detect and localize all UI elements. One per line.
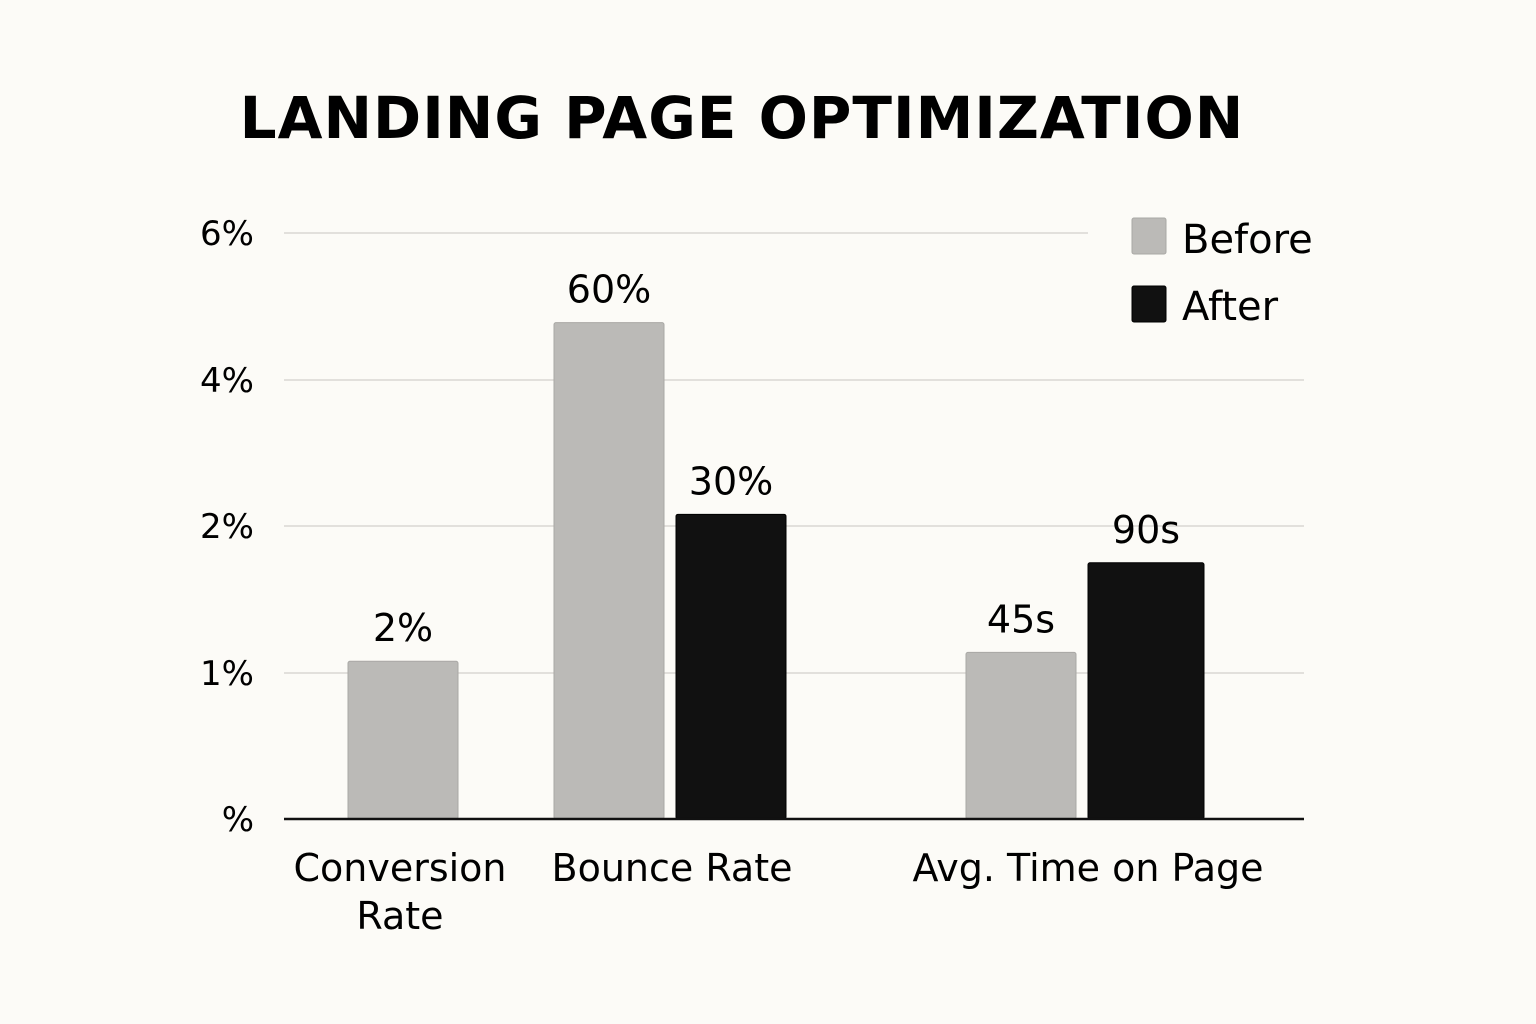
legend-swatch-after [1131,285,1167,323]
y-axis-ticks: % 1% 2% 4% 6% [200,214,254,840]
bar-after-2 [675,513,787,820]
y-tick-label: 4% [200,361,254,401]
legend-label-after: After [1182,284,1279,330]
data-label: 30% [689,459,773,503]
x-axis-categories: Conversion Rate Bounce Rate Avg. Time on Pa… [293,846,1263,938]
bar-before-2 [553,322,665,820]
data-label: 60% [567,268,651,312]
bar-after-3 [1087,562,1205,820]
legend-swatch-before [1131,217,1167,255]
y-tick-label: % [222,800,254,840]
bar-before-3 [965,651,1077,820]
category-label: Avg. Time on Page [912,846,1263,890]
bar-before-1 [347,660,459,820]
data-label: 2% [373,606,433,650]
bars [347,322,1205,820]
y-tick-label: 2% [200,507,254,547]
category-label: Conversion Rate [293,846,506,938]
y-tick-label: 6% [200,214,254,254]
data-labels: 2% 60% 45s 30% 90s [373,268,1180,651]
chart-title: LANDING PAGE OPTIMIZATION [240,84,1245,152]
y-tick-label: 1% [200,654,254,694]
category-label: Bounce Rate [552,846,793,890]
data-label: 90s [1112,508,1180,552]
legend: Before After [1131,217,1313,330]
legend-label-before: Before [1182,217,1313,263]
data-label: 45s [987,597,1055,641]
